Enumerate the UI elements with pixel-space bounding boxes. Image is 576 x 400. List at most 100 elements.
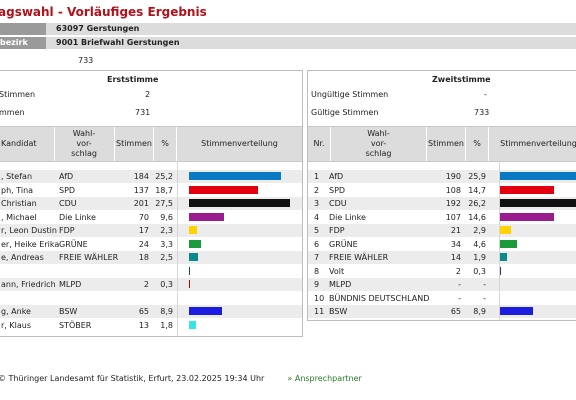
stimmen-cell: - [458, 293, 461, 303]
table-row: ph, Tina SPD 137 18,7 [0, 184, 302, 197]
stimmen-cell: 190 [445, 172, 461, 181]
zweit-valid-label: Gültige Stimmen [311, 108, 379, 117]
stimmen-cell: 21 [450, 226, 461, 235]
col-wahlvorschlag: Wahl- vor- schlag [365, 129, 392, 158]
prozent-cell: 9,6 [160, 212, 173, 222]
kandidat-cell: Christian [1, 199, 37, 208]
prozent-cell: 25,2 [155, 172, 173, 181]
table-row: r, Leon Dustin FDP 17 2,3 [0, 224, 302, 237]
stimmen-cell: 137 [133, 185, 149, 195]
table-row: 11 BSW 65 8,9 [308, 305, 576, 318]
erst-table-header: Kandidat Wahl- vor- schlag Stimmen % Sti… [0, 126, 302, 162]
col-prozent: % [473, 139, 481, 148]
stimmen-cell: 18 [138, 253, 149, 262]
partei-cell: MLPD [329, 280, 352, 289]
erst-invalid-label: Stimmen [0, 90, 36, 99]
col-stimmen: Stimmen [427, 139, 464, 148]
vote-bar [189, 280, 191, 288]
vote-bar [189, 172, 282, 180]
zweitstimme-panel: Zweitstimme Ungültige Stimmen - Gültige … [307, 70, 576, 321]
stimmen-cell: 17 [138, 226, 149, 235]
vote-bar [189, 185, 258, 194]
table-row: ann, Friedrich MLPD 2 0,3 [0, 278, 302, 291]
table-row: , Michael Die Linke 70 9,6 [0, 211, 302, 224]
stimmen-cell: 24 [138, 239, 149, 249]
partei-cell: STÖBER [59, 320, 92, 330]
footer-source: © Thüringer Landesamt für Statistik, Erf… [0, 374, 265, 383]
partei-cell: SPD [329, 185, 346, 195]
zweit-valid-row: Gültige Stimmen 733 [311, 105, 491, 121]
header-label-cell: bezirk [0, 37, 46, 49]
prozent-cell: 2,9 [473, 226, 486, 235]
erststimme-panel: Erststimme Stimmen 2 mmen 731 Kandidat W… [0, 70, 303, 337]
zweit-invalid-value: - [484, 90, 487, 99]
prozent-cell: 25,9 [468, 172, 486, 181]
partei-cell: MLPD [59, 280, 82, 289]
footer: © Thüringer Landesamt für Statistik, Erf… [0, 374, 362, 383]
gemeinde-value: 63097 Gerstungen [56, 24, 140, 33]
stimmen-cell: 107 [445, 212, 461, 222]
partei-cell: Die Linke [329, 212, 366, 222]
partei-cell: BSW [329, 307, 348, 316]
prozent-cell: 8,9 [473, 307, 486, 316]
kandidat-cell: , Stefan [1, 172, 33, 181]
nr-cell: 11 [314, 307, 325, 316]
prozent-cell: 2,5 [160, 253, 173, 262]
stimmen-cell: 201 [133, 199, 149, 208]
nr-cell: 2 [314, 185, 320, 195]
col-prozent: % [161, 139, 169, 148]
col-stimmen: Stimmen [115, 139, 152, 148]
partei-cell: CDU [329, 199, 347, 208]
stimmen-cell: 2 [455, 266, 461, 276]
erst-valid-value: 731 [135, 108, 151, 117]
erst-valid-label: mmen [0, 108, 25, 117]
table-row: 9 MLPD - - [308, 278, 576, 291]
prozent-cell: - [483, 293, 486, 303]
vote-bar [500, 239, 517, 248]
table-row: 4 Die Linke 107 14,6 [308, 211, 576, 224]
table-row [0, 265, 302, 278]
vote-bar [189, 212, 225, 221]
partei-cell: AfD [329, 172, 344, 181]
page-title: agswahl - Vorläufiges Ergebnis [0, 5, 207, 19]
ansprechpartner-link[interactable]: » Ansprechpartner [287, 374, 362, 383]
prozent-cell: 1,8 [160, 320, 173, 330]
stimmen-cell: 70 [138, 212, 149, 222]
vote-bar [500, 172, 576, 180]
wahlbezirk-label: bezirk [0, 38, 28, 47]
vote-bar [500, 199, 576, 207]
wahlbezirk-header: bezirk 9001 Briefwahl Gerstungen [0, 37, 576, 49]
prozent-cell: 14,7 [468, 185, 486, 195]
stimmen-cell: 108 [445, 185, 461, 195]
zweitstimme-title: Zweitstimme [432, 75, 491, 84]
erst-valid-row: mmen 731 [0, 105, 159, 121]
stimmen-cell: 65 [138, 307, 149, 316]
erst-axis-line [177, 161, 178, 336]
prozent-cell: 0,3 [473, 266, 486, 276]
nr-cell: 7 [314, 253, 320, 262]
partei-cell: Die Linke [59, 212, 96, 222]
kandidat-cell: ann, Friedrich [1, 280, 56, 289]
prozent-cell: 27,5 [155, 199, 173, 208]
kandidat-cell: e, Andreas [1, 253, 44, 262]
gemeinde-header: 63097 Gerstungen [0, 23, 576, 35]
table-row: 5 FDP 21 2,9 [308, 224, 576, 237]
kandidat-cell: er, Heike Erika [1, 239, 60, 249]
kandidat-cell: r, Leon Dustin [1, 226, 57, 235]
table-row: 7 FREIE WÄHLER 14 1,9 [308, 251, 576, 264]
kandidat-cell: , Michael [1, 212, 37, 222]
partei-cell: GRÜNE [329, 239, 358, 249]
col-nr: Nr. [313, 139, 325, 148]
table-row: 6 GRÜNE 34 4,6 [308, 238, 576, 251]
table-row: , Stefan AfD 184 25,2 [0, 170, 302, 183]
nr-cell: 5 [314, 226, 320, 235]
vote-bar [189, 253, 199, 261]
header-label-cell [0, 23, 46, 35]
table-row: er, Heike Erika GRÜNE 24 3,3 [0, 238, 302, 251]
partei-cell: CDU [59, 199, 77, 208]
kandidat-cell: ph, Tina [1, 185, 34, 195]
vote-bar [500, 226, 511, 234]
zweit-valid-value: 733 [474, 108, 490, 117]
stimmen-cell: 192 [445, 199, 461, 208]
prozent-cell: - [483, 280, 486, 289]
